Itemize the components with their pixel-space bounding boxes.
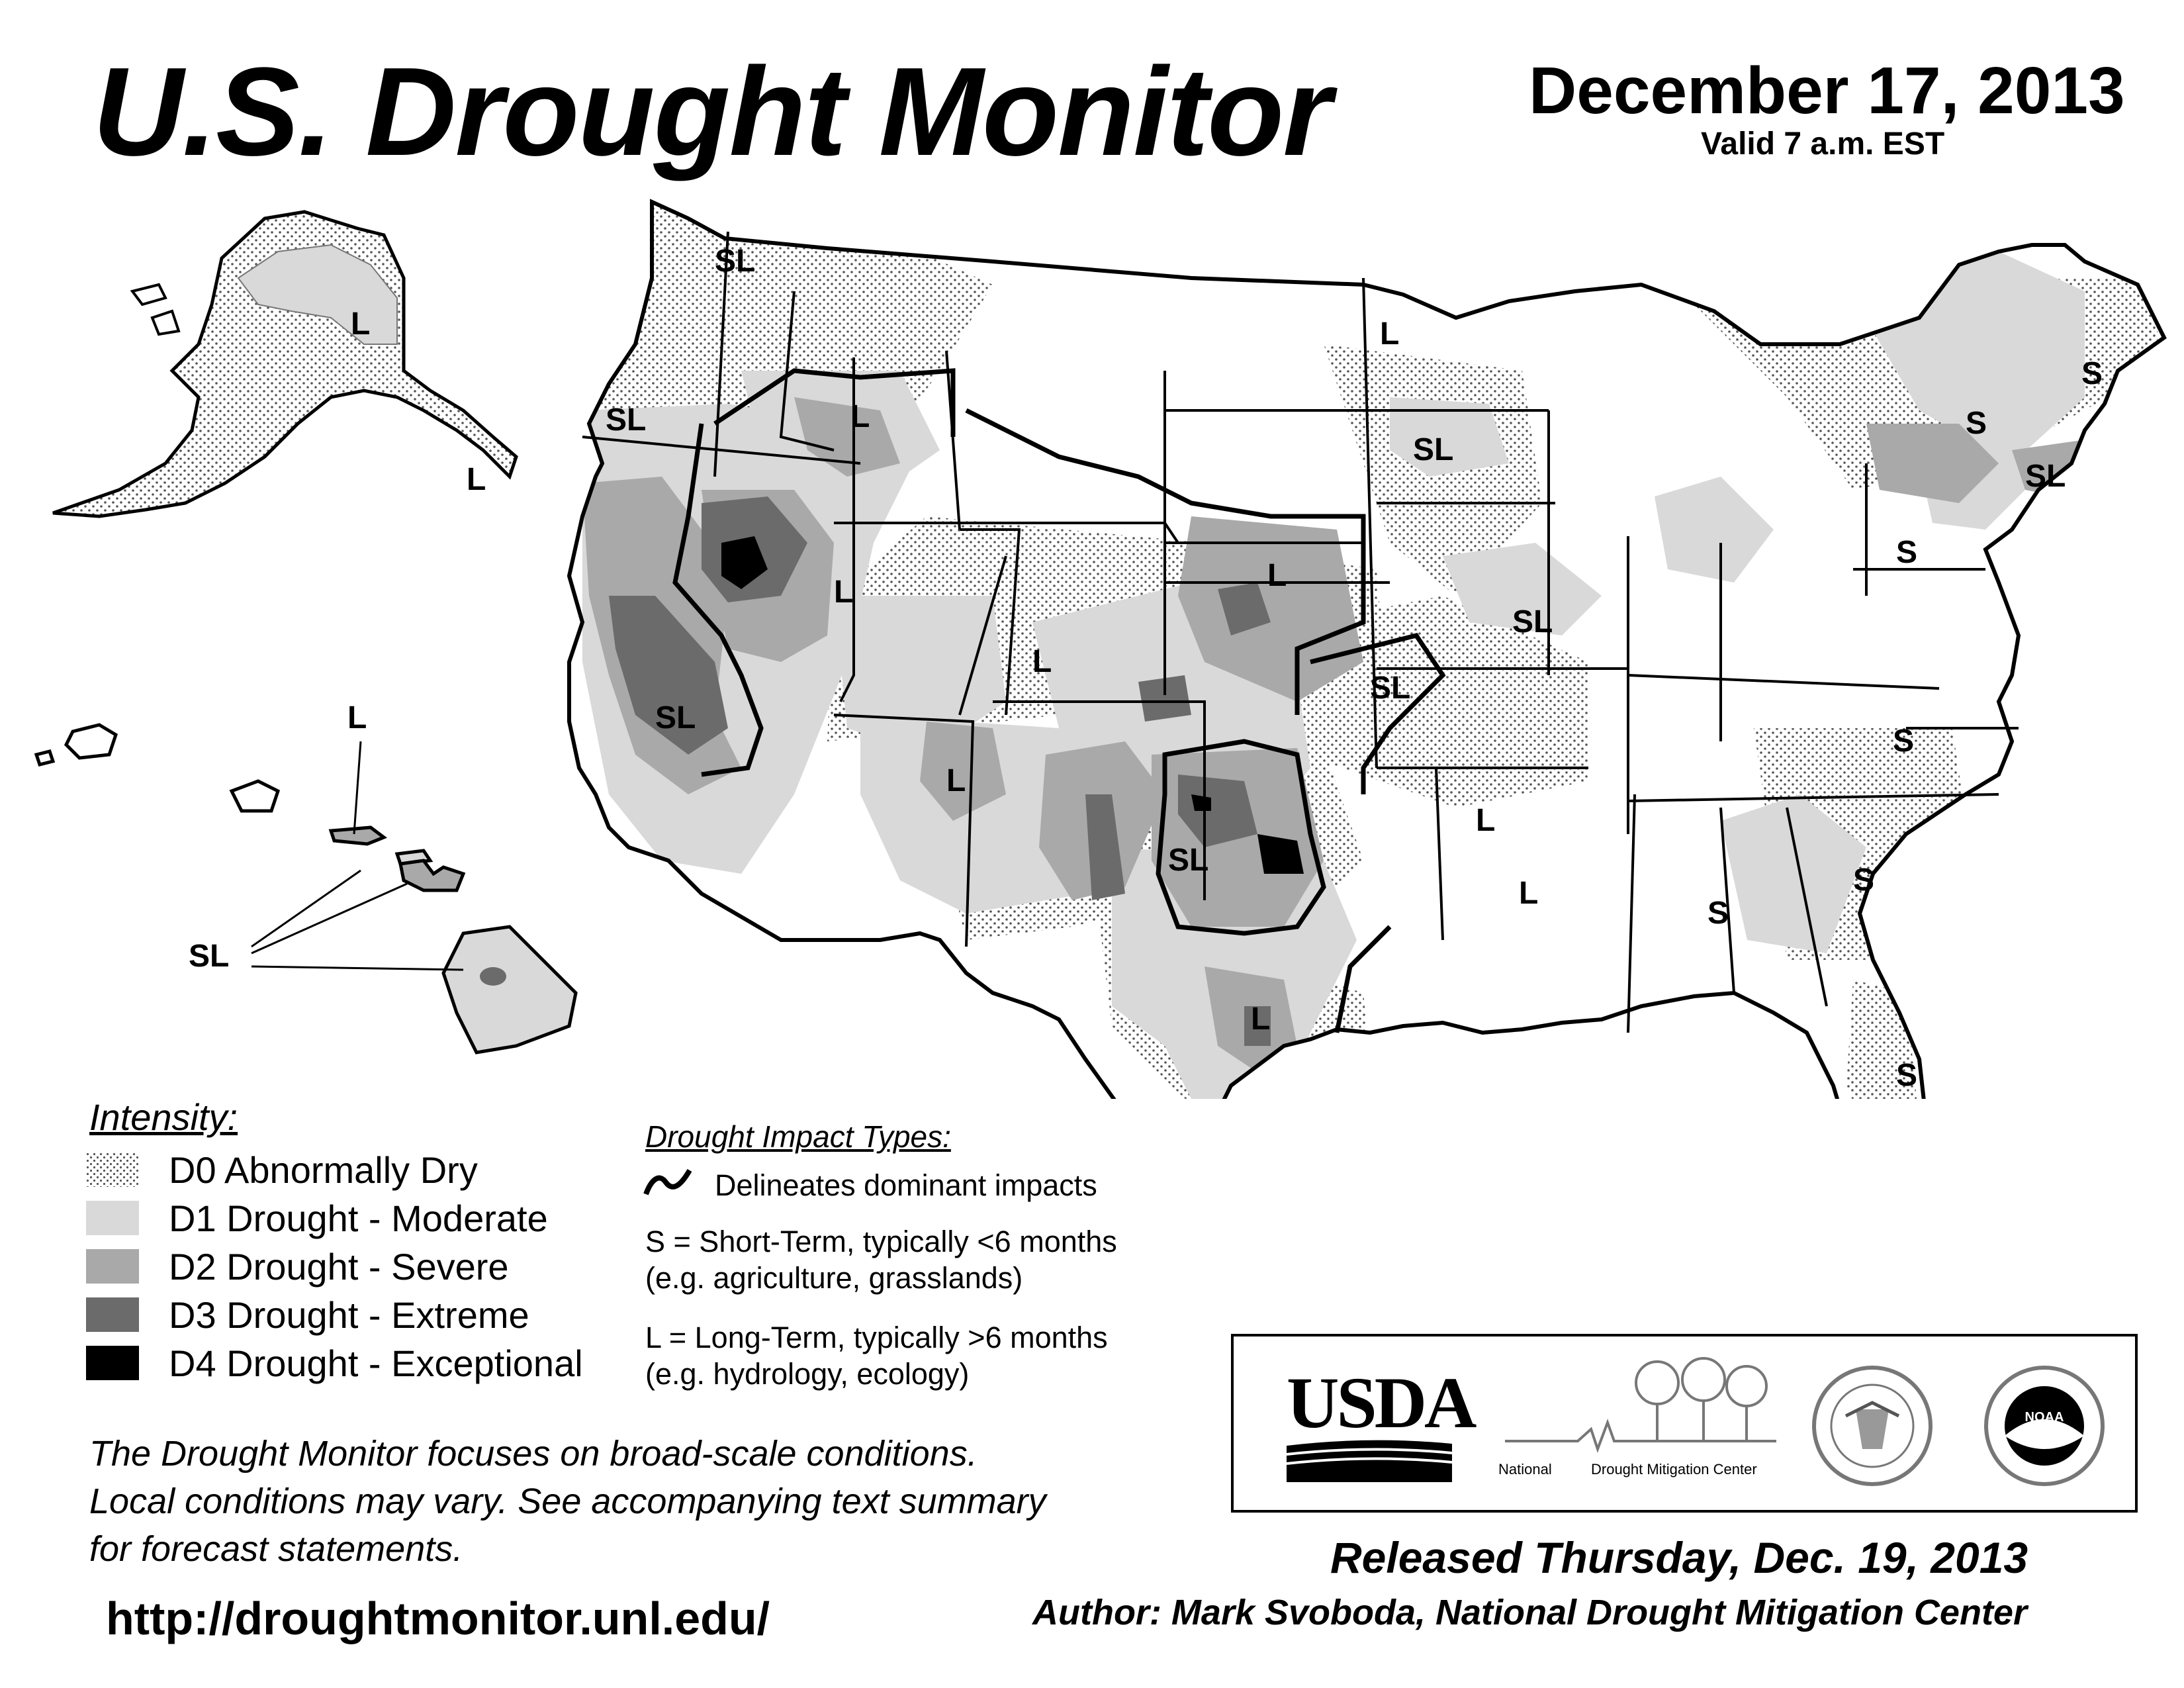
impact-label-me: S xyxy=(2081,356,2103,391)
intensity-legend-title: Intensity: xyxy=(89,1096,238,1138)
release-date: Released Thursday, Dec. 19, 2013 xyxy=(1330,1533,2028,1582)
website-link[interactable]: http://droughtmonitor.unl.edu/ xyxy=(106,1593,770,1644)
d4-swatch xyxy=(86,1346,139,1380)
impact-types-title: Drought Impact Types: xyxy=(645,1119,951,1154)
usda-wordmark: USDA xyxy=(1287,1362,1477,1443)
ndmc-logo: National Drought Mitigation Center xyxy=(1498,1356,1776,1489)
impact-label-mn: L xyxy=(1380,316,1399,352)
impact-label-alaska-interior: L xyxy=(351,306,370,342)
note-line-1: The Drought Monitor focuses on broad-sca… xyxy=(89,1434,978,1474)
note-line-2: Local conditions may vary. See accompany… xyxy=(89,1481,1046,1521)
noaa-seal-text: NOAA xyxy=(2025,1410,2064,1425)
author: Author: Mark Svoboda, National Drought M… xyxy=(1032,1593,2027,1632)
impact-label-co: L xyxy=(1032,644,1052,679)
usda-logo: USDA xyxy=(1286,1362,1477,1485)
impact-label-ne: L xyxy=(1267,558,1287,593)
impact-label-nc: S xyxy=(1893,724,1914,759)
legend-item-d4: D4 Drought - Exceptional xyxy=(86,1342,583,1384)
impact-label-ga: S xyxy=(1707,896,1729,931)
short-term-label: S = Short-Term, typically <6 months xyxy=(645,1225,1117,1258)
noaa-seal: NOAA xyxy=(1984,1366,2105,1486)
impact-label-ma: SL xyxy=(2025,459,2066,494)
d4-label: D4 Drought - Exceptional xyxy=(169,1342,583,1384)
impact-delineation xyxy=(672,368,1446,1033)
commerce-seal xyxy=(1812,1366,1933,1486)
map-date: December 17, 2013 xyxy=(1529,54,2125,128)
d2-swatch xyxy=(86,1249,139,1284)
impact-label-ca: SL xyxy=(655,700,696,735)
impact-label-ny: S xyxy=(1966,406,1987,441)
impact-label-ar: L xyxy=(1476,803,1495,838)
impact-label-pa: S xyxy=(1896,535,1917,570)
drought-map: SL L L SL L L SL L L L SL L L SL SL SL L… xyxy=(34,185,2184,1099)
impact-label-nm: L xyxy=(946,763,966,798)
usda-field-graphic xyxy=(1286,1440,1453,1482)
legend-item-d0: D0 Abnormally Dry xyxy=(86,1149,478,1191)
long-term-label: L = Long-Term, typically >6 months xyxy=(645,1321,1108,1354)
impact-label-id: L xyxy=(850,399,870,434)
disclaimer-note: The Drought Monitor focuses on broad-sca… xyxy=(89,1430,1201,1573)
d1-swatch xyxy=(86,1201,139,1235)
d3-label: D3 Drought - Extreme xyxy=(169,1293,529,1336)
d0-label: D0 Abnormally Dry xyxy=(169,1149,478,1191)
hawaii xyxy=(34,723,578,1055)
long-term-example: (e.g. hydrology, ecology) xyxy=(645,1357,970,1391)
legend-item-d3: D3 Drought - Extreme xyxy=(86,1293,529,1336)
d0-swatch xyxy=(86,1152,139,1187)
impact-label-sc: S xyxy=(1853,863,1874,898)
impact-label-hawaii-l: L xyxy=(347,700,367,735)
impact-label-ok: SL xyxy=(1168,843,1208,878)
ndmc-trees-graphic xyxy=(1505,1357,1776,1453)
impact-label-or: SL xyxy=(606,402,646,438)
impact-label-tx: L xyxy=(1251,1002,1270,1037)
delineation-line-icon xyxy=(643,1168,692,1196)
legend-item-d2: D2 Drought - Severe xyxy=(86,1245,509,1288)
delineates-label: Delineates dominant impacts xyxy=(715,1168,1097,1202)
valid-time: Valid 7 a.m. EST xyxy=(1701,126,1945,162)
d1-label: D1 Drought - Moderate xyxy=(169,1197,548,1239)
ndmc-text-2: Drought Mitigation Center xyxy=(1591,1461,1757,1477)
impact-label-fl: S xyxy=(1896,1058,1917,1093)
d2-label: D2 Drought - Severe xyxy=(169,1245,509,1288)
state-boundaries xyxy=(582,231,2019,1033)
impact-label-wa: SL xyxy=(715,244,755,279)
impact-label-la: L xyxy=(1519,876,1538,911)
ndmc-text-1: National xyxy=(1498,1461,1552,1477)
short-term-example: (e.g. agriculture, grasslands) xyxy=(645,1261,1023,1295)
partner-logos: USDA National Drought Mitigation Center … xyxy=(1231,1334,2138,1513)
impact-label-ia: SL xyxy=(1512,604,1553,639)
map-title: U.S. Drought Monitor xyxy=(93,42,1332,182)
impact-label-ut: L xyxy=(834,575,853,610)
legend-item-d1: D1 Drought - Moderate xyxy=(86,1197,548,1239)
impact-label-alaska-southeast: L xyxy=(467,462,486,497)
alaska xyxy=(52,210,518,518)
impact-label-mn-sl: SL xyxy=(1413,432,1453,467)
note-line-3: for forecast statements. xyxy=(89,1529,463,1569)
d3-swatch xyxy=(86,1297,139,1332)
impact-label-mo: SL xyxy=(1370,671,1410,706)
impact-label-hawaii-sl: SL xyxy=(189,939,229,974)
